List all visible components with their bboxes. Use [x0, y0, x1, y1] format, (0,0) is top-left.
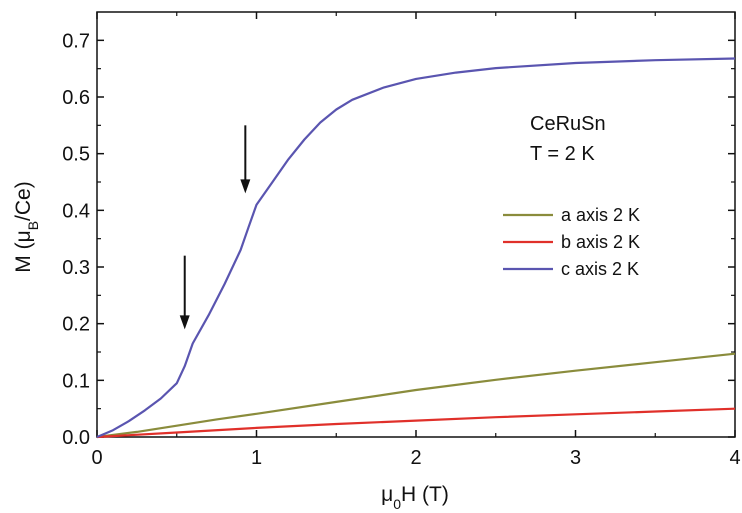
plot-layer: 0 1 2 3 4 0.0 0.1 0.2 0.3 0.4 0.5 0.6 0.7 a axis 2 K b…: [62, 11, 741, 469]
transition-arrow-head: [179, 315, 190, 330]
transition-arrow-head: [240, 179, 251, 194]
x-tick-label: 1: [251, 447, 262, 469]
x-tick-label: 4: [729, 447, 740, 469]
y-tick-label: 0.0: [62, 427, 90, 449]
y-tick-label: 0.2: [62, 314, 90, 336]
y-axis-label: M (μB/Ce): [12, 181, 41, 272]
y-tick-label: 0.7: [62, 30, 90, 52]
series-line-b-axis: [96, 407, 736, 439]
legend-label: b axis 2 K: [561, 232, 640, 252]
y-tick-label: 0.1: [62, 370, 90, 392]
x-tick-label: 3: [570, 447, 581, 469]
y-tick-label: 0.3: [62, 257, 90, 279]
y-tick-label: 0.5: [62, 144, 90, 166]
x-tick-label: 2: [410, 447, 421, 469]
temperature-annotation: T = 2 K: [530, 143, 595, 165]
series-line-c-axis: [96, 57, 736, 439]
series-line-a-axis: [96, 352, 736, 439]
sample-annotation: CeRuSn: [530, 113, 606, 135]
x-axis-label: μ0H (T): [381, 483, 449, 512]
y-tick-label: 0.6: [62, 87, 90, 109]
x-tick-label: 0: [91, 447, 102, 469]
y-tick-label: 0.4: [62, 200, 90, 222]
legend-label: a axis 2 K: [561, 205, 640, 225]
legend-label: c axis 2 K: [561, 259, 639, 279]
